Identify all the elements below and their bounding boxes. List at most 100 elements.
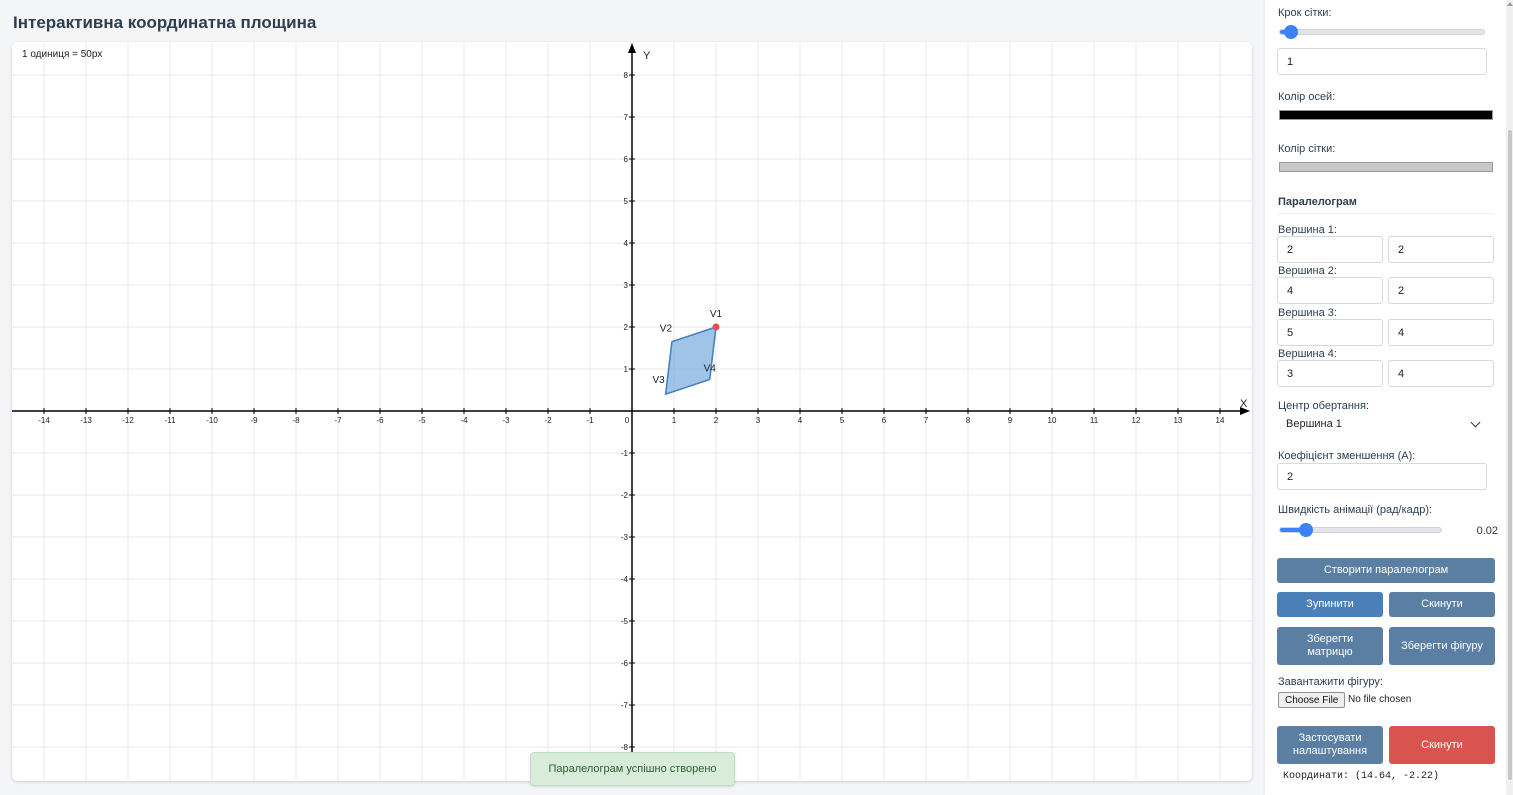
- y-tick-label: 1: [624, 365, 629, 374]
- vertex-2-y-input[interactable]: 2: [1388, 277, 1494, 304]
- speed-slider-knob[interactable]: [1298, 523, 1313, 537]
- x-tick-label: 4: [798, 416, 803, 425]
- y-tick-label: -2: [621, 491, 629, 500]
- x-tick-label: 1: [672, 416, 677, 425]
- grid-color-label: Колір сітки:: [1278, 143, 1336, 155]
- x-tick-label: 10: [1048, 416, 1057, 425]
- x-tick-label: -5: [418, 416, 426, 425]
- x-tick-label: -6: [376, 416, 384, 425]
- x-tick-label: 5: [840, 416, 845, 425]
- grid-step-slider[interactable]: [1279, 25, 1485, 39]
- x-tick-label: 0: [625, 416, 630, 425]
- rotation-center-select[interactable]: Вершина 1: [1278, 412, 1483, 436]
- x-tick-label: 2: [714, 416, 719, 425]
- x-tick-label: -8: [292, 416, 300, 425]
- x-tick-label: -2: [544, 416, 552, 425]
- x-tick-label: 6: [882, 416, 887, 425]
- y-tick-label: -6: [621, 659, 629, 668]
- speed-slider[interactable]: [1279, 523, 1442, 537]
- stop-button[interactable]: Зупинити: [1277, 592, 1383, 617]
- vertex-label: V2: [660, 324, 673, 335]
- x-tick-label: -10: [206, 416, 218, 425]
- vertex-1-y-input[interactable]: 2: [1388, 236, 1494, 263]
- load-shape-label: Завантажити фігуру:: [1278, 676, 1383, 688]
- vertex-4-label: Вершина 4:: [1278, 348, 1337, 360]
- x-tick-label: -12: [122, 416, 134, 425]
- vertex-1-label: Вершина 1:: [1278, 224, 1337, 236]
- grid-step-slider-fill: [1280, 30, 1289, 34]
- y-tick-label: 8: [624, 71, 629, 80]
- speed-label: Швидкість анімації (рад/кадр):: [1278, 504, 1433, 516]
- apply-settings-button[interactable]: Застосувати налаштування: [1277, 726, 1383, 764]
- save-matrix-button[interactable]: Зберегти матрицю: [1277, 627, 1383, 665]
- x-tick-label: 14: [1216, 416, 1225, 425]
- x-tick-label: -1: [586, 416, 594, 425]
- success-toast: Паралелограм успішно створено: [530, 752, 735, 786]
- x-tick-label: 13: [1174, 416, 1183, 425]
- x-axis-label: X: [1240, 398, 1248, 410]
- rotation-center-label: Центр обертання:: [1278, 400, 1370, 412]
- y-tick-label: 7: [624, 113, 629, 122]
- x-tick-label: -3: [502, 416, 510, 425]
- vertex-1-x-input[interactable]: 2: [1277, 236, 1383, 263]
- x-axis-arrow-icon: [1240, 407, 1250, 415]
- y-tick-label: 4: [624, 239, 629, 248]
- rotation-center-value: Вершина 1: [1286, 418, 1342, 430]
- grid-step-input[interactable]: 1: [1277, 48, 1487, 75]
- axis-color-picker[interactable]: [1279, 110, 1493, 120]
- x-tick-label: -11: [165, 416, 177, 425]
- vertex-3-label: Вершина 3:: [1278, 307, 1337, 319]
- x-tick-label: -13: [80, 416, 92, 425]
- speed-slider-fill: [1280, 528, 1306, 532]
- scale-factor-input[interactable]: 2: [1277, 463, 1487, 490]
- reset-settings-button[interactable]: Скинути: [1389, 726, 1495, 764]
- y-tick-label: -3: [621, 533, 629, 542]
- x-tick-label: -4: [460, 416, 468, 425]
- vertex-3-y-input[interactable]: 4: [1388, 319, 1494, 346]
- y-tick-label: -7: [621, 701, 629, 710]
- y-tick-label: 2: [624, 323, 629, 332]
- y-tick-label: 5: [624, 197, 629, 206]
- y-axis-arrow-icon: [628, 43, 636, 53]
- vertex-marker[interactable]: [712, 323, 720, 331]
- choose-file-button[interactable]: Choose File: [1278, 692, 1346, 708]
- y-axis-label: Y: [643, 50, 651, 62]
- reset-animation-button[interactable]: Скинути: [1389, 592, 1495, 617]
- scrollbar-thumb[interactable]: [1508, 130, 1512, 780]
- scale-factor-label: Коефіцієнт зменшення (A):: [1278, 450, 1416, 462]
- coordinate-canvas[interactable]: X Y -14 -13 -12 -11 -10 -9 -8 -7 -6 -5 -4 -3 -2 -1 0 1 2 3 4…: [12, 42, 1252, 781]
- vertex-label: V3: [652, 375, 665, 386]
- grid-step-slider-knob[interactable]: [1284, 25, 1299, 39]
- cursor-coordinates: Координати: (14.64, -2.22): [1283, 771, 1440, 782]
- section-title: Паралелограм: [1278, 196, 1357, 208]
- axis-color-label: Колір осей:: [1278, 91, 1336, 103]
- x-tick-label: 9: [1008, 416, 1013, 425]
- section-divider: [1278, 213, 1493, 214]
- x-tick-label: 8: [966, 416, 971, 425]
- x-tick-label: 7: [924, 416, 929, 425]
- x-tick-label: 12: [1132, 416, 1141, 425]
- scroll-up-arrow-icon[interactable]: [1507, 2, 1513, 6]
- coordinate-plane[interactable]: XY-14 -13 -12 -11 -10 -9 -8 -7 -6 -5 -4 -3 -2 -1 0 1 2 3 4…: [12, 42, 1252, 781]
- vertex-4-y-input[interactable]: 4: [1388, 360, 1494, 387]
- x-tick-label: -7: [334, 416, 342, 425]
- create-parallelogram-button[interactable]: Створити паралелограм: [1277, 558, 1495, 583]
- save-shape-button[interactable]: Зберегти фігуру: [1389, 627, 1495, 665]
- parallelogram-shape[interactable]: [664, 325, 717, 396]
- y-tick-label: 6: [624, 155, 629, 164]
- chevron-down-icon: [1470, 417, 1481, 428]
- grid-color-picker[interactable]: [1279, 162, 1493, 172]
- y-tick-label: -4: [621, 575, 629, 584]
- vertex-3-x-input[interactable]: 5: [1277, 319, 1383, 346]
- x-tick-label: 3: [756, 416, 761, 425]
- y-tick-label: -5: [621, 617, 629, 626]
- x-tick-label: 11: [1090, 416, 1099, 425]
- page-title: Інтерактивна координатна площина: [13, 13, 317, 32]
- vertex-4-x-input[interactable]: 3: [1277, 360, 1383, 387]
- vertex-label: V4: [704, 364, 717, 375]
- grid-step-label: Крок сітки:: [1278, 7, 1332, 19]
- vertex-2-x-input[interactable]: 4: [1277, 277, 1383, 304]
- x-tick-label: -14: [38, 416, 50, 425]
- file-status: No file chosen: [1348, 694, 1412, 705]
